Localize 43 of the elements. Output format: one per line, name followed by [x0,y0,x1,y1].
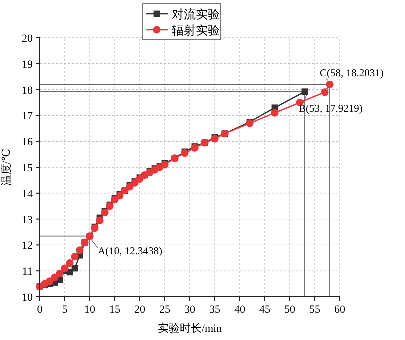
y-tick-label: 17 [22,110,34,123]
point [56,270,64,278]
annotation: B(53, 17.9219) [299,104,364,115]
x-tick-label: 45 [260,304,271,316]
point [96,216,104,224]
x-tick-label: 20 [134,304,146,316]
point [51,274,59,282]
y-tick-label: 13 [22,214,34,226]
x-tick-label: 0 [37,304,44,316]
legend-label: 对流实验 [172,8,220,22]
x-tick-label: 30 [184,304,196,316]
legend-label: 辐射实验 [172,24,220,38]
x-tick-label: 10 [84,304,96,316]
x-tick-label: 15 [110,304,121,316]
point [66,260,74,268]
y-tick-label: 10 [22,292,34,304]
annotation: A(10, 12.3438) [98,246,163,258]
x-tick-label: 40 [234,304,246,316]
point [61,264,69,272]
x-tick-label: 60 [334,304,346,316]
y-tick-label: 15 [22,162,34,174]
y-tick-label: 19 [22,58,34,71]
point [321,88,329,96]
point [302,88,308,96]
y-tick-label: 14 [22,188,34,200]
point [46,278,54,286]
y-axis-title: 温度/℃ [0,148,13,186]
y-tick-label: 20 [22,33,34,45]
y-tick-label: 12 [22,240,33,252]
point [326,80,334,88]
point [71,253,79,261]
x-tick-label: 25 [160,304,171,316]
x-axis-title: 实验时长/min [158,322,223,335]
point [76,246,84,254]
y-tick-label: 11 [22,266,33,278]
x-tick-label: 35 [210,304,221,316]
annotation: C(58, 18.2031) [320,68,384,80]
x-tick-label: 5 [62,304,68,316]
y-tick-label: 18 [22,84,34,97]
x-tick-label: 50 [284,304,296,316]
y-tick-label: 16 [22,136,34,149]
x-tick-label: 55 [310,304,321,316]
point [271,109,279,117]
